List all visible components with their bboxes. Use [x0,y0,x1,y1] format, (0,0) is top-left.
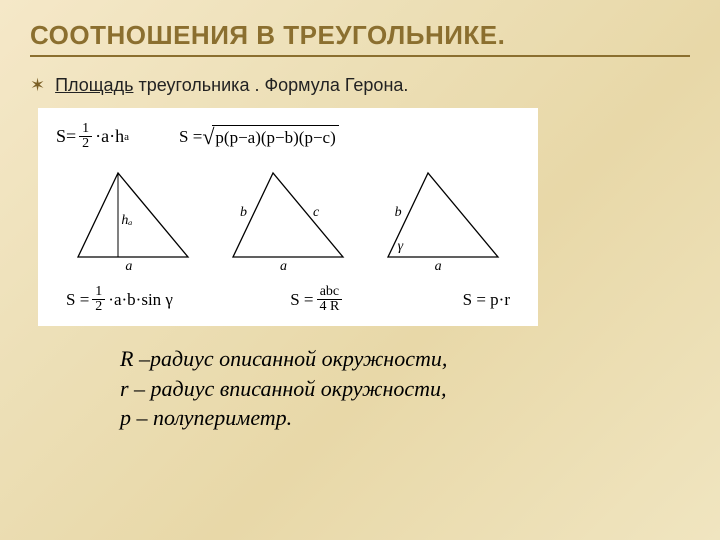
legend-notes: R –радиус описанной окружности, r – ради… [120,344,690,433]
t1-height-label: hₐ [121,213,132,229]
bullet-icon: ✶ [30,75,45,96]
formula-row-top: S = 12 ·a·ha S = √p(p−a)(p−b)(p−c) [56,122,520,151]
triangle-3: b γ a [373,165,513,275]
formula-box: S = 12 ·a·ha S = √p(p−a)(p−b)(p−c) hₐ a [38,108,538,326]
subtitle-rest: треугольника . Формула Герона. [133,75,408,95]
formula-half-base-height: S = 12 ·a·ha [56,122,129,151]
triangle-1-svg [63,165,203,275]
t3-a-label: a [435,259,442,275]
note-p: p – полупериметр. [120,403,690,433]
t2-c-label: c [313,205,319,221]
note-r: r – радиус вписанной окружности, [120,374,690,404]
note-R: R –радиус описанной окружности, [120,344,690,374]
triangle-2-svg [218,165,358,275]
subtitle-underlined: Площадь [55,75,133,95]
subtitle-row: ✶ Площадь треугольника . Формула Герона. [30,75,690,96]
t2-a-label: a [280,259,287,275]
triangles-row: hₐ a b c a b γ a [56,165,520,275]
t1-base-label: a [125,259,132,275]
formula-heron: S = √p(p−a)(p−b)(p−c) [179,124,339,150]
t3-b-label: b [395,205,402,221]
t3-gamma-label: γ [398,239,404,255]
triangle-3-svg [373,165,513,275]
slide-title: СООТНОШЕНИЯ В ТРЕУГОЛЬНИКЕ. [30,20,690,57]
formula-inradius: S = p·r [463,290,510,310]
t2-b-label: b [240,205,247,221]
subtitle-text: Площадь треугольника . Формула Герона. [55,75,408,96]
formula-sine: S = 12 ·a·b·sin γ [66,285,173,314]
formula-row-bottom: S = 12 ·a·b·sin γ S = abc4 R S = p·r [56,285,520,314]
formula-circumradius: S = abc4 R [290,285,345,314]
triangle-1: hₐ a [63,165,203,275]
triangle-2: b c a [218,165,358,275]
